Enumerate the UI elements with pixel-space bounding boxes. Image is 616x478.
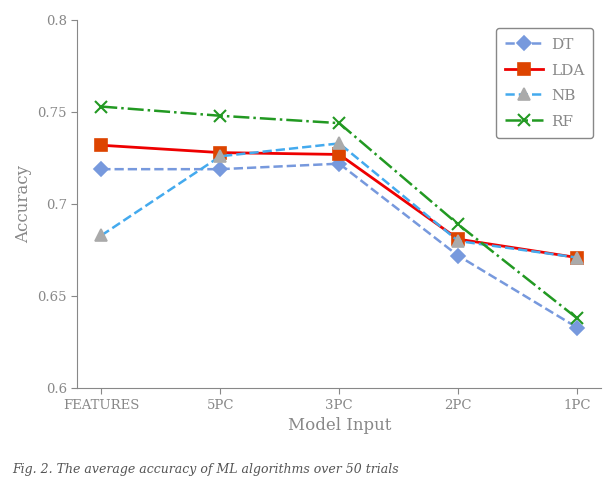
RF [217, 113, 224, 119]
DT [573, 325, 581, 330]
Line: DT: DT [97, 159, 582, 332]
RF [455, 222, 462, 228]
DT [217, 166, 224, 172]
RF [573, 315, 581, 321]
LDA [336, 152, 343, 157]
Line: LDA: LDA [95, 140, 583, 263]
DT [336, 161, 343, 166]
NB [97, 233, 105, 239]
Text: Fig. 2. The average accuracy of ML algorithms over 50 trials: Fig. 2. The average accuracy of ML algor… [12, 463, 399, 476]
NB [336, 141, 343, 146]
LDA [217, 150, 224, 155]
Y-axis label: Accuracy: Accuracy [15, 165, 32, 243]
NB [217, 153, 224, 159]
DT [97, 166, 105, 172]
LDA [455, 236, 462, 242]
RF [97, 104, 105, 109]
X-axis label: Model Input: Model Input [288, 417, 391, 435]
Line: NB: NB [95, 138, 583, 263]
Line: RF: RF [95, 100, 583, 325]
RF [336, 120, 343, 126]
Legend: DT, LDA, NB, RF: DT, LDA, NB, RF [496, 28, 593, 138]
NB [455, 238, 462, 244]
DT [455, 253, 462, 259]
LDA [97, 142, 105, 148]
NB [573, 255, 581, 261]
LDA [573, 255, 581, 261]
